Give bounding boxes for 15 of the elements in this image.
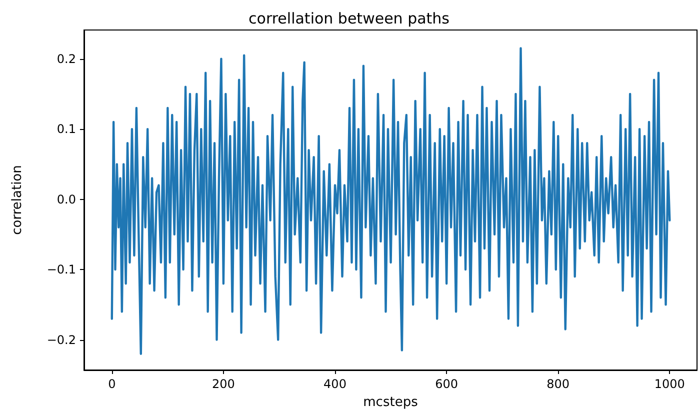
y-tick-label: 0.1 xyxy=(56,122,76,136)
line-series xyxy=(110,47,671,355)
y-tick-label: 0.2 xyxy=(56,52,76,66)
y-tick-label: −0.1 xyxy=(46,262,76,277)
x-tick-label: 800 xyxy=(546,377,570,391)
y-tick-label: 0.0 xyxy=(56,192,76,206)
x-tick-label: 1000 xyxy=(654,377,685,391)
x-tick-label: 0 xyxy=(108,377,116,391)
x-tick-label: 400 xyxy=(324,377,346,391)
x-tick-label: 600 xyxy=(435,377,458,391)
x-tick-label: 200 xyxy=(212,377,235,391)
y-tick-label: −0.2 xyxy=(46,332,76,347)
x-axis-title: mcsteps xyxy=(363,395,418,410)
chart-title: correllation between paths xyxy=(248,10,450,28)
y-axis-title: correlation xyxy=(10,165,25,235)
